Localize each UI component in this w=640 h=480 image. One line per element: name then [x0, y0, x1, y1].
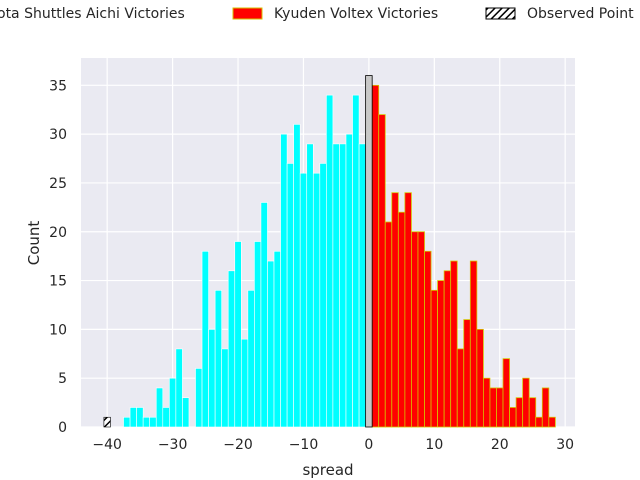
legend-label-kyuden: Kyuden Voltex Victories	[274, 6, 438, 22]
bar	[515, 397, 524, 428]
legend: ota Shuttles Aichi Victories Kyuden Volt…	[0, 6, 634, 44]
bar	[227, 270, 236, 428]
y-tick-label: 20	[49, 225, 67, 241]
y-tick-label: 25	[49, 176, 67, 192]
legend-swatch-kyuden	[232, 7, 263, 20]
x-tick-label: 20	[491, 437, 509, 453]
bar	[273, 250, 281, 428]
x-tick-label: 30	[556, 437, 574, 453]
bar	[260, 202, 268, 428]
bar	[417, 231, 425, 428]
bar	[535, 416, 543, 428]
bar	[136, 407, 144, 428]
bar	[319, 163, 327, 428]
legend-label-observed: Observed Point	[527, 6, 634, 22]
bar	[286, 163, 294, 428]
bar	[371, 84, 380, 428]
bar	[463, 319, 471, 428]
bar	[384, 221, 393, 428]
bar	[155, 387, 164, 428]
bar	[306, 143, 314, 428]
y-tick-labels: 0 5 10 15 20 25 30 35	[49, 78, 67, 436]
bar	[352, 94, 360, 428]
bar	[437, 280, 445, 428]
y-tick-label: 0	[58, 420, 67, 436]
bar	[299, 172, 308, 428]
bar	[541, 387, 550, 428]
bar	[424, 250, 432, 428]
bar	[280, 133, 288, 428]
bar	[443, 270, 452, 428]
bar	[339, 143, 347, 428]
bar	[221, 348, 229, 428]
bar	[482, 377, 491, 428]
bar	[496, 387, 504, 428]
x-tick-label: −10	[289, 437, 319, 453]
bar	[502, 358, 510, 428]
bar	[175, 348, 183, 428]
bar	[489, 387, 497, 428]
bar	[365, 75, 373, 428]
bar	[169, 377, 177, 428]
bar	[391, 192, 399, 428]
bar	[312, 172, 321, 428]
bar	[548, 416, 556, 428]
bar	[103, 416, 111, 428]
bar	[404, 192, 412, 428]
bar	[129, 407, 137, 428]
x-tick-labels: −40 −30 −20 −10 0 10 20 30	[92, 437, 574, 453]
bars	[103, 75, 556, 428]
y-tick-label: 15	[49, 274, 67, 290]
bar	[528, 397, 537, 428]
bar	[450, 260, 458, 428]
bar	[182, 397, 190, 428]
bar	[469, 260, 478, 428]
bar	[123, 416, 131, 428]
bar	[345, 133, 353, 428]
bar	[201, 250, 209, 428]
bar	[326, 94, 334, 428]
bar	[195, 368, 203, 428]
bar	[267, 260, 275, 428]
y-tick-label: 35	[49, 78, 67, 94]
bar	[522, 377, 530, 428]
bar	[254, 241, 262, 428]
x-tick-label: −40	[92, 437, 122, 453]
bar	[214, 290, 222, 428]
bar	[162, 407, 170, 428]
legend-swatch-observed	[485, 7, 516, 20]
y-tick-label: 5	[58, 371, 67, 387]
bar	[456, 348, 465, 428]
bar	[397, 211, 406, 428]
bar	[241, 338, 249, 428]
y-tick-label: 30	[49, 127, 67, 143]
bar	[293, 124, 301, 428]
bar	[358, 143, 366, 428]
bar	[142, 416, 151, 428]
bar	[247, 290, 255, 428]
bar	[411, 231, 419, 428]
bar	[234, 241, 242, 428]
x-axis-label: spread	[302, 461, 353, 479]
y-axis-label: Count	[25, 221, 43, 266]
x-tick-label: −20	[223, 437, 253, 453]
bar	[509, 407, 517, 428]
x-tick-label: 10	[425, 437, 443, 453]
bar	[430, 289, 438, 428]
bar	[208, 329, 216, 428]
x-tick-label: −30	[158, 437, 188, 453]
y-tick-label: 10	[49, 322, 67, 338]
bar	[476, 328, 484, 428]
bar	[149, 416, 157, 428]
x-tick-label: 0	[364, 437, 373, 453]
bar	[332, 143, 340, 428]
bar	[378, 114, 386, 428]
legend-label-toyota: ota Shuttles Aichi Victories	[0, 6, 185, 22]
